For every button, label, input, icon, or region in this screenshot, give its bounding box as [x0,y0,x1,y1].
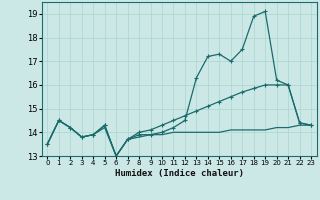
X-axis label: Humidex (Indice chaleur): Humidex (Indice chaleur) [115,169,244,178]
